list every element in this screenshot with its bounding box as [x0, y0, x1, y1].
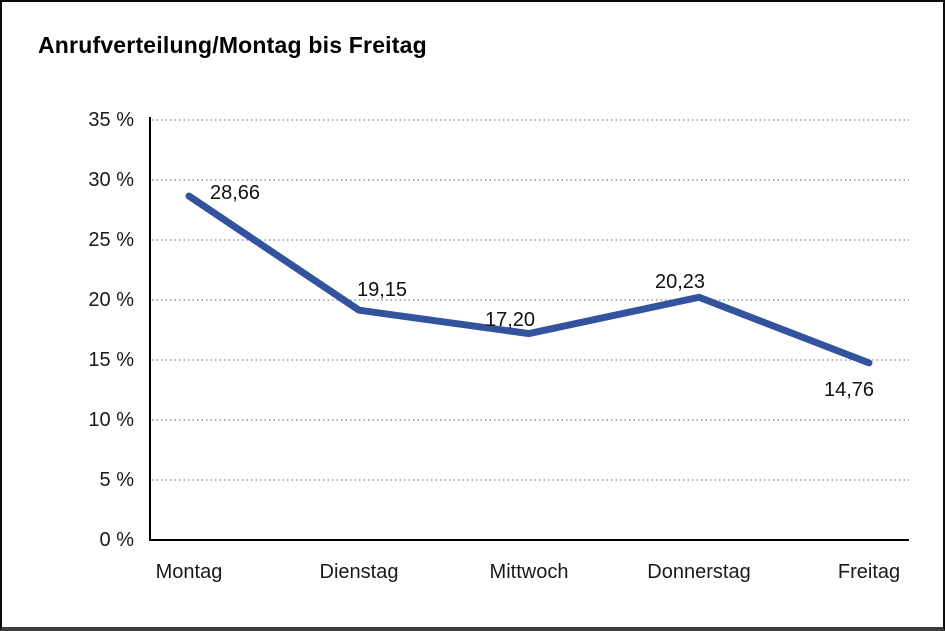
- x-axis-category-label: Dienstag: [319, 561, 399, 583]
- y-axis-tick-label: 15 %: [88, 349, 134, 371]
- x-axis-category-label: Mittwoch: [489, 561, 569, 583]
- y-axis-tick-label: 20 %: [88, 289, 134, 311]
- x-axis-category-label: Donnerstag: [647, 561, 751, 583]
- chart-title: Anrufverteilung/Montag bis Freitag: [38, 32, 427, 58]
- data-point-label: 14,76: [824, 378, 875, 401]
- data-point-label: 19,15: [357, 279, 408, 302]
- x-axis-category-label: Montag: [155, 561, 223, 583]
- y-axis-tick-label: 0 %: [99, 529, 134, 551]
- data-line-Anrufverteilung: [185, 192, 873, 367]
- x-axis-category-label: Freitag: [837, 561, 901, 583]
- y-axis-tick-label: 10 %: [88, 409, 134, 431]
- y-axis-tick-label: 30 %: [88, 169, 134, 191]
- data-point-label: 17,20: [485, 308, 536, 331]
- y-axis-tick-label: 25 %: [88, 229, 134, 251]
- data-point-label: 20,23: [655, 271, 706, 294]
- y-axis-tick-label: 35 %: [88, 109, 134, 131]
- data-point-label: 28,66: [210, 182, 261, 205]
- y-axis-tick-label: 5 %: [99, 469, 134, 491]
